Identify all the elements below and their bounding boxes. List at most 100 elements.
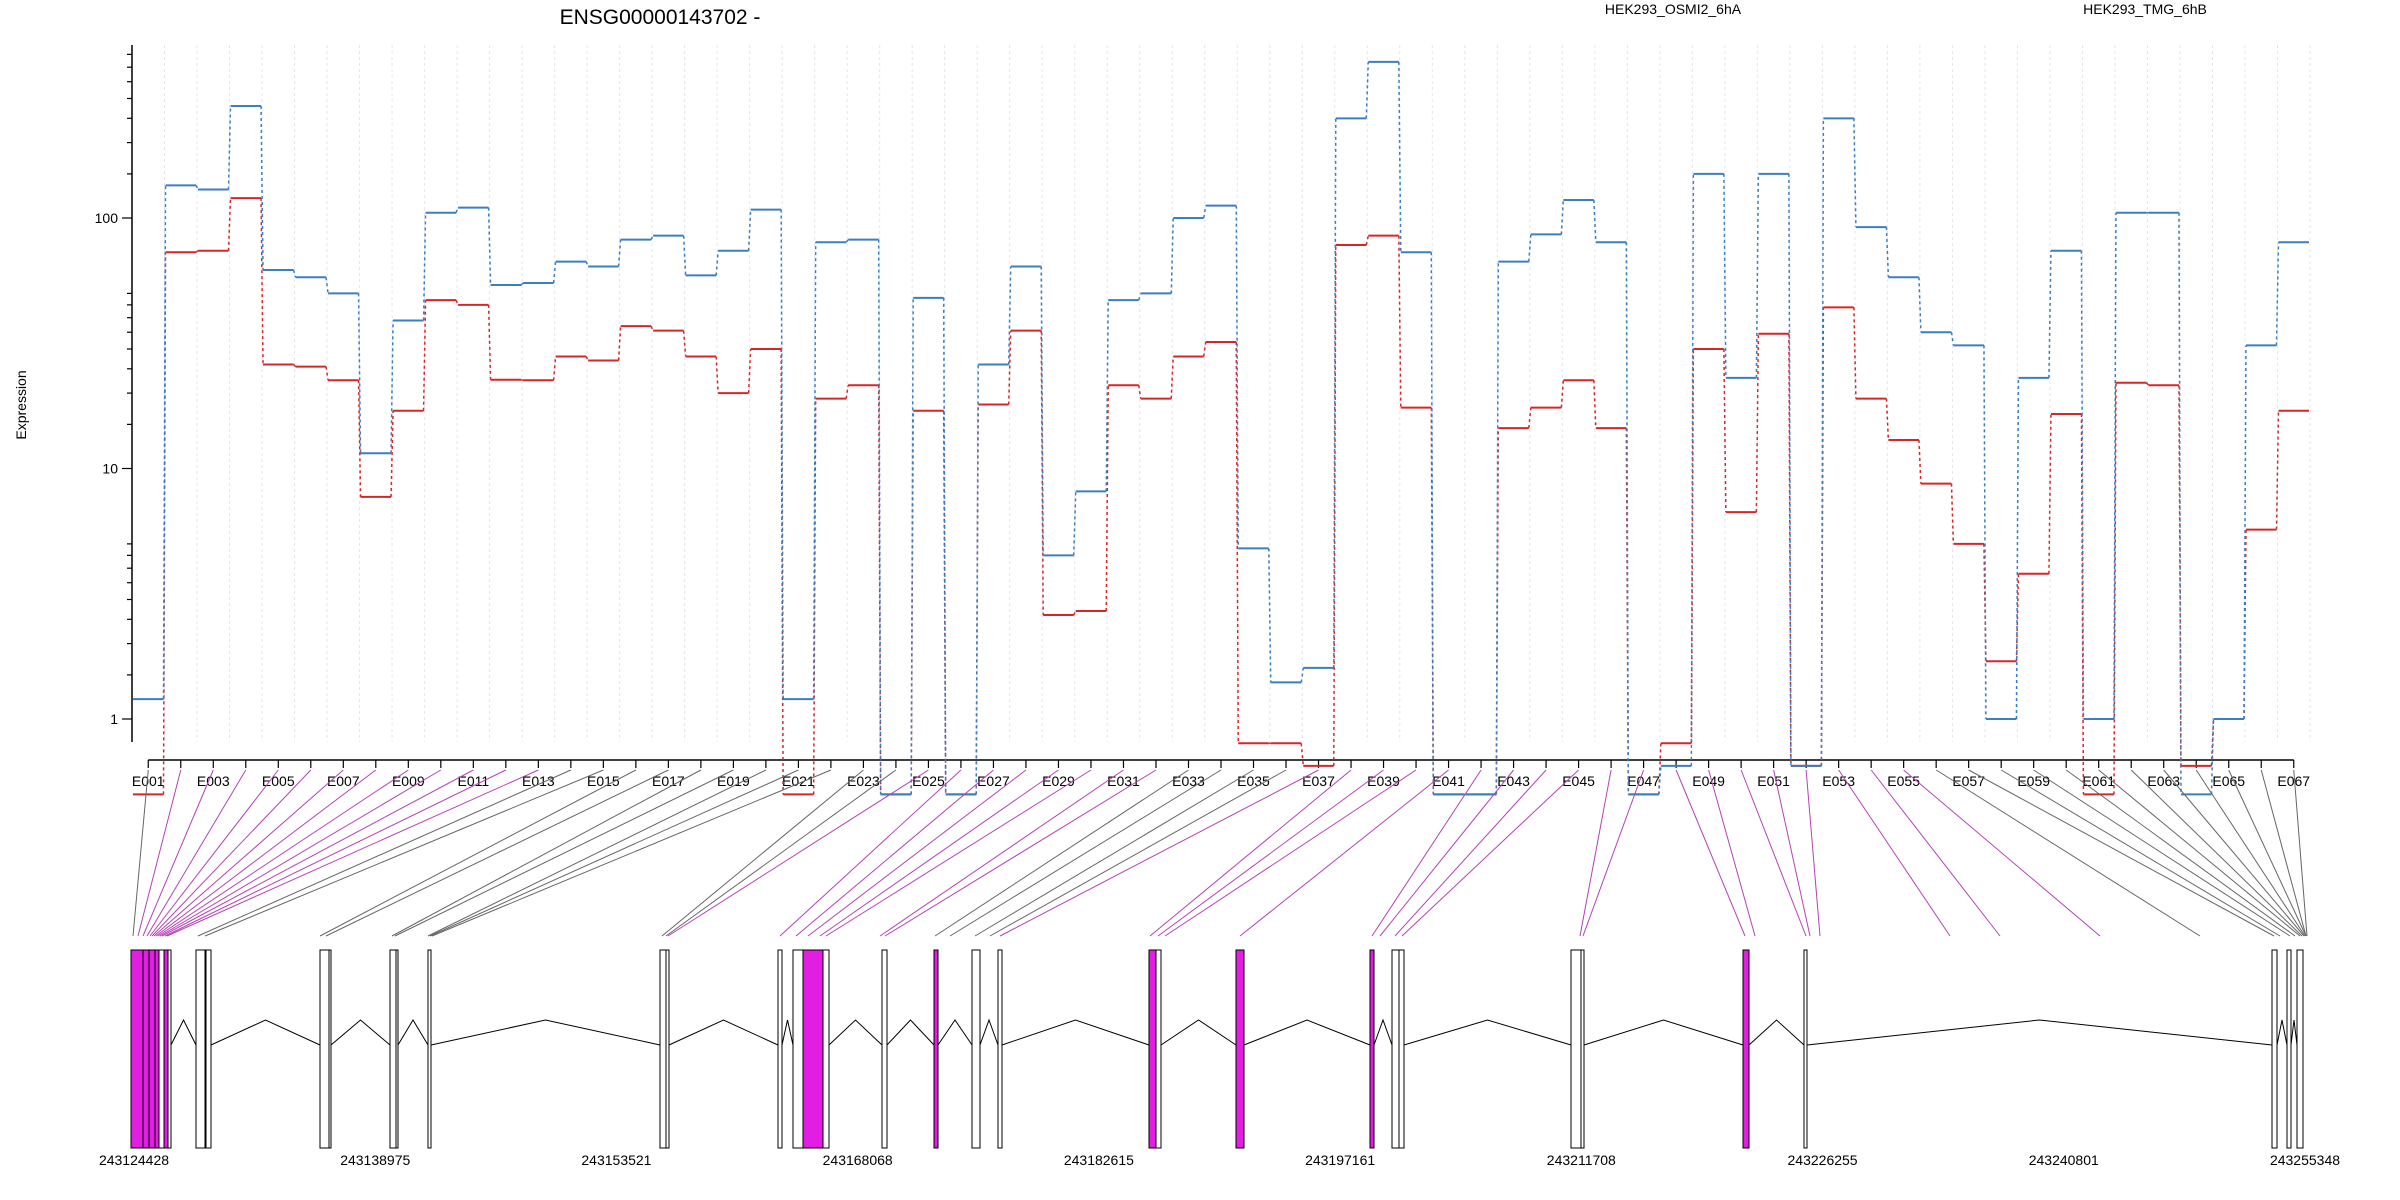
series-connector — [357, 293, 362, 454]
exon-connector — [795, 769, 994, 937]
series-connector — [325, 366, 329, 381]
exon-connector — [2228, 769, 2307, 937]
series-connector — [877, 239, 882, 795]
intron-line — [1806, 1019, 2273, 1046]
y-axis: 1 10 100 — [95, 45, 133, 742]
x-tick-label: E013 — [522, 773, 555, 789]
series-connector — [455, 299, 459, 306]
series-connector — [1885, 398, 1890, 440]
exon-block — [395, 949, 399, 1149]
series-connector — [2048, 414, 2052, 574]
intron-line — [1373, 1018, 1393, 1046]
series-connector — [1853, 118, 1857, 228]
series-connector — [2113, 212, 2117, 720]
x-tick-label: E005 — [262, 773, 295, 789]
exon-connector — [325, 769, 669, 937]
series-connector — [487, 207, 492, 286]
exon-block-highlighted — [1235, 949, 1245, 1149]
series-connector — [682, 235, 687, 276]
x-axis: E001 E003 E005 E007 E009 E011 E013 E015 E017 E019… — [132, 759, 2310, 789]
genomic-coordinate-label: 243124428 — [99, 1152, 169, 1168]
genomic-coordinate-axis: 243124428 243138975 243153521 243168068 2431… — [99, 1152, 2340, 1168]
series-connector — [2210, 718, 2215, 795]
x-tick-label: E025 — [912, 773, 945, 789]
exon-block-highlighted — [163, 949, 169, 1149]
series-connector — [1170, 217, 1174, 294]
series-connector — [487, 304, 492, 380]
series-connector — [1040, 266, 1044, 556]
x-tick-label: E039 — [1367, 773, 1400, 789]
exon-connector — [2260, 769, 2307, 937]
intron-line — [828, 1019, 883, 1046]
exon-connector — [1401, 769, 1579, 937]
exon-block — [1803, 949, 1808, 1149]
x-tick-label: E003 — [197, 773, 230, 789]
exon-block — [2286, 949, 2292, 1149]
series-connector — [455, 207, 459, 213]
intron-line — [781, 1019, 794, 1046]
x-tick-label: E067 — [2277, 773, 2310, 789]
series-connector — [1755, 333, 1760, 513]
exon-connector — [391, 769, 702, 937]
series-connector — [1268, 548, 1272, 683]
series-connector — [1593, 380, 1597, 429]
series-connector — [1073, 610, 1077, 616]
series-connector — [162, 185, 167, 700]
x-tick-label: E017 — [652, 773, 685, 789]
y-tick-label: 100 — [95, 210, 119, 226]
genomic-coordinate-label: 243182615 — [1064, 1152, 1134, 1168]
exon-connector — [1371, 769, 1482, 937]
series-connector — [1040, 330, 1044, 616]
exon-block — [881, 949, 888, 1149]
intron-line — [979, 1018, 999, 1046]
exon-connector — [1740, 769, 1807, 937]
x-tick-label: E063 — [2147, 773, 2180, 789]
exon-block-highlighted — [802, 949, 824, 1149]
exon-connector — [204, 769, 604, 937]
x-tick-label: E023 — [847, 773, 880, 789]
exon-connector — [1379, 769, 1514, 937]
series-connector — [747, 348, 752, 394]
series-connector — [227, 198, 232, 251]
x-tick-label: E021 — [782, 773, 815, 789]
series-connector — [520, 282, 524, 286]
series-connector — [2243, 529, 2247, 720]
x-tick-label: E027 — [977, 773, 1010, 789]
exon-block — [167, 949, 172, 1149]
exon-connector — [1935, 769, 2201, 937]
exon-connector — [166, 769, 539, 937]
x-tick-label: E035 — [1237, 773, 1270, 789]
exon-connector — [1805, 769, 1821, 937]
exon-connector — [1968, 769, 2275, 937]
exon-connector — [149, 769, 279, 937]
x-tick-label: E001 — [132, 773, 165, 789]
x-tick-label: E059 — [2017, 773, 2050, 789]
series-connector — [650, 235, 654, 240]
series-connector — [357, 380, 362, 497]
series-connector — [2275, 242, 2280, 346]
legend-item-hek293-tmg-6hb: HEK293_TMG_6hB — [2083, 1, 2207, 17]
x-tick-label: E037 — [1302, 773, 1335, 789]
exon-block — [777, 949, 783, 1149]
series-connector — [1430, 252, 1435, 795]
series-connector — [747, 209, 752, 251]
exon-block — [792, 949, 804, 1149]
exon-block — [205, 949, 212, 1149]
genomic-coordinate-label: 243240801 — [2029, 1152, 2099, 1168]
exon-block — [195, 949, 206, 1149]
exon-connector — [197, 769, 572, 937]
exon-connector — [142, 769, 214, 937]
x-tick-label: E061 — [2082, 773, 2115, 789]
exon-block-highlighted — [142, 949, 150, 1149]
series-connector — [1983, 345, 1987, 720]
exon-connector — [151, 769, 312, 937]
exon-block — [1155, 949, 1162, 1149]
series-connector — [845, 239, 849, 243]
series-connector — [1723, 173, 1727, 378]
intron-line — [330, 1019, 391, 1046]
y-tick-label: 1 — [110, 711, 118, 727]
intron-line — [2276, 1019, 2288, 1046]
exon-connector — [989, 769, 1287, 937]
y-axis-label: Expression — [13, 370, 29, 439]
